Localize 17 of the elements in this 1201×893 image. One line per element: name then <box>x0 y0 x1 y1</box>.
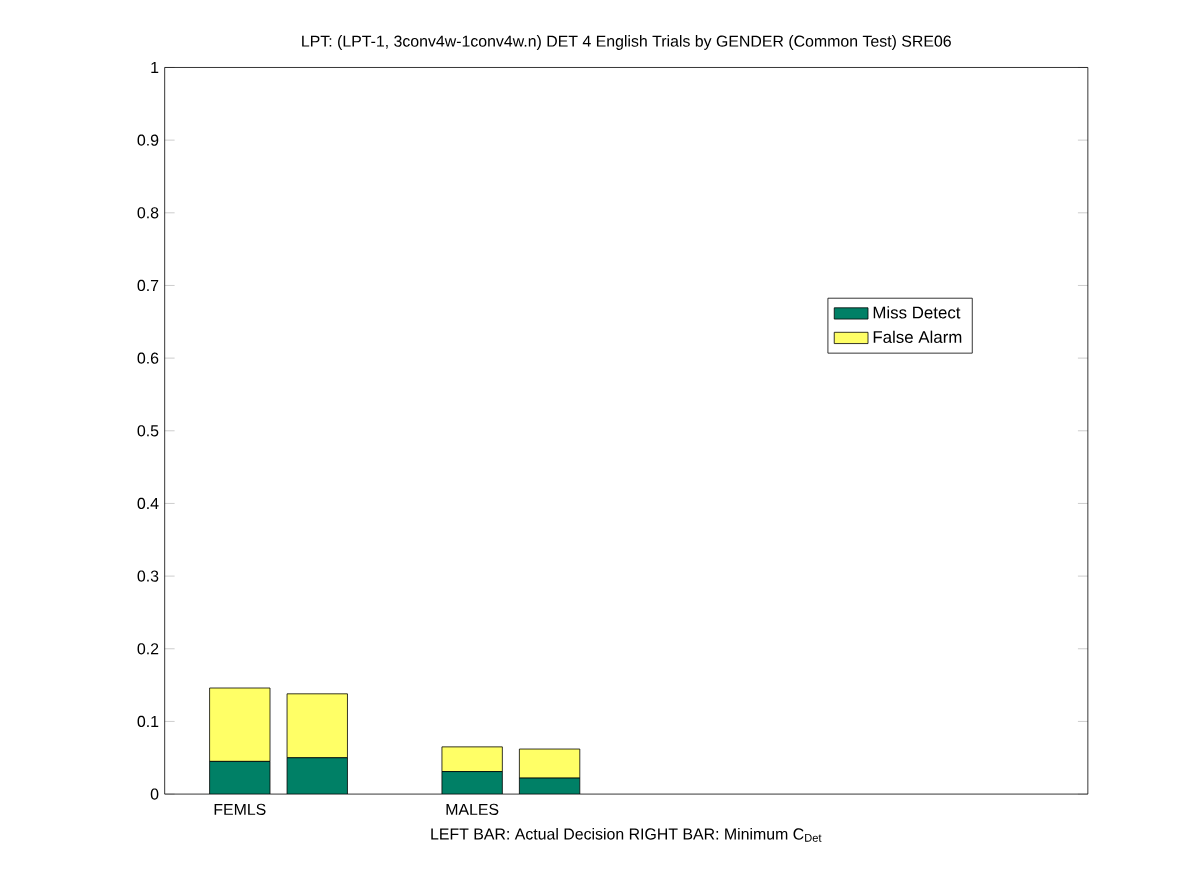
y-tick-label: 0.1 <box>137 715 159 727</box>
y-tick-label: 0.9 <box>137 134 159 146</box>
x-tick-label: FEMLS <box>214 803 266 815</box>
y-tick-label: 0.6 <box>137 352 159 364</box>
y-tick-label: 0.8 <box>137 206 159 219</box>
y-tick-label: 0.4 <box>137 497 159 509</box>
y-tick-label: 0.7 <box>137 279 159 291</box>
y-tick-label: 0.2 <box>137 642 159 655</box>
y-tick-label: 1 <box>151 61 159 73</box>
y-tick-label: 0 <box>150 788 159 800</box>
legend-label: Miss Detect <box>873 305 961 319</box>
y-tick-label: 0.5 <box>137 424 159 437</box>
y-tick-label: 0.3 <box>137 570 159 582</box>
chart-title: LPT: (LPT-1, 3conv4w-1conv4w.n) DET 4 English Trials by GENDER (Common Test) SRE06 <box>302 34 951 50</box>
legend-label: False Alarm <box>873 330 962 343</box>
x-axis-title: LEFT BAR: Actual Decision RIGHT BAR: Minimum C$_{Det}$ <box>431 827 822 842</box>
x-tick-label: MALES <box>446 803 499 815</box>
